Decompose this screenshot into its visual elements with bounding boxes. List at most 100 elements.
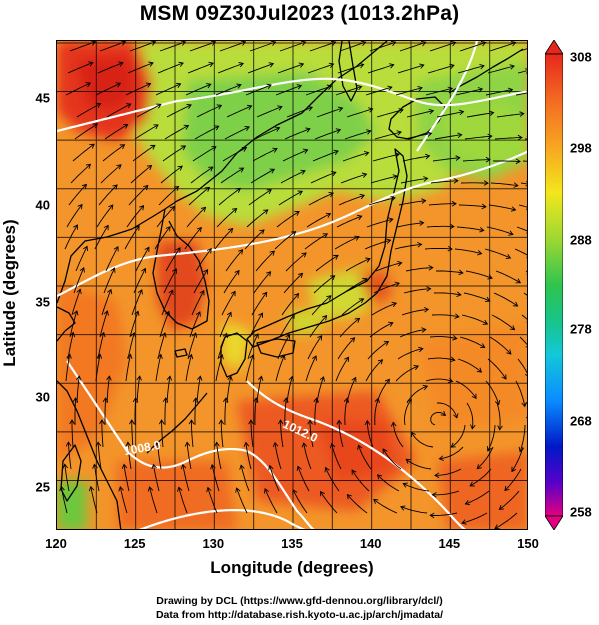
streamline (313, 275, 335, 294)
streamline-arrowhead (307, 419, 313, 425)
streamline-arrowhead (450, 41, 457, 47)
streamline-arrowhead (59, 485, 65, 492)
streamline-arrowhead (257, 375, 264, 381)
streamline (280, 170, 306, 184)
streamline-arrowhead (95, 441, 102, 447)
streamline-arrowhead (136, 375, 142, 381)
streamline (428, 203, 456, 206)
x-tick-150: 150 (517, 536, 539, 551)
streamline (372, 153, 400, 162)
streamline-arrowhead (188, 419, 195, 425)
streamline-arrowhead (85, 163, 92, 169)
streamline (344, 130, 371, 140)
streamline (132, 144, 156, 162)
isobar-contours (57, 41, 527, 529)
streamline (269, 465, 280, 492)
streamline (254, 398, 257, 426)
streamline (515, 380, 526, 407)
streamline-arrowhead (346, 493, 352, 500)
map-canvas (57, 41, 527, 529)
streamline-arrowhead (263, 487, 270, 494)
streamline-arrowhead (292, 489, 298, 495)
streamline (74, 397, 77, 425)
streamline (219, 41, 246, 52)
streamline (377, 474, 400, 492)
streamline (281, 293, 299, 316)
streamline-arrowhead (153, 124, 159, 130)
streamline (374, 398, 379, 426)
streamline (127, 332, 135, 360)
streamline-arrowhead (253, 333, 259, 339)
streamline-arrowhead (187, 353, 194, 360)
streamline-arrowhead (210, 464, 216, 470)
streamline-arrowhead (175, 82, 182, 88)
streamline (221, 291, 236, 316)
streamline (493, 160, 521, 162)
streamline (335, 356, 349, 382)
streamline-arrowhead (326, 84, 333, 90)
streamline (226, 105, 252, 118)
streamline-arrowhead (406, 398, 412, 405)
streamline-arrowhead (162, 397, 169, 403)
streamline-arrowhead (365, 257, 371, 263)
streamline-arrowhead (173, 185, 180, 191)
streamline (154, 226, 171, 250)
streamline-arrowhead (119, 144, 126, 150)
streamline-arrowhead (125, 441, 131, 447)
streamline-arrowhead (307, 105, 314, 112)
streamline-arrowhead (344, 356, 350, 362)
streamline-arrowhead (479, 63, 485, 70)
streamline (65, 82, 91, 96)
streamline (310, 171, 336, 184)
streamline-arrowhead (168, 289, 174, 295)
streamline (194, 125, 219, 140)
streamline (305, 85, 332, 96)
streamline-arrowhead (165, 226, 171, 232)
streamline (249, 41, 276, 52)
streamline (425, 378, 453, 382)
streamline-arrowhead (139, 205, 145, 211)
streamline-arrowhead (169, 205, 176, 212)
x-tick-125: 125 (123, 536, 146, 551)
streamline (411, 432, 434, 448)
streamline (465, 490, 490, 505)
streamline (159, 41, 186, 52)
streamline-arrowhead (324, 466, 330, 473)
streamline-arrowhead (301, 252, 307, 258)
streamline-arrowhead (434, 472, 440, 479)
streamline-arrowhead (238, 62, 245, 68)
streamline (178, 487, 188, 514)
streamline-arrowhead (96, 353, 103, 359)
streamline (185, 83, 211, 96)
streamline-arrowhead (244, 125, 250, 132)
streamline-arrowhead (451, 200, 457, 207)
streamline (102, 144, 125, 162)
streamline (66, 204, 83, 228)
streamline (134, 124, 159, 140)
streamline-arrowhead (283, 397, 289, 403)
streamline (133, 268, 146, 294)
streamline-arrowhead (457, 132, 463, 139)
streamline (186, 207, 206, 228)
streamline-arrowhead (376, 474, 383, 480)
streamline (125, 354, 131, 382)
streamline-arrowhead (266, 189, 272, 195)
streamline-arrowhead (270, 41, 277, 46)
streamline-arrowhead (81, 183, 88, 190)
streamline (489, 42, 516, 52)
streamline-arrowhead (82, 245, 88, 252)
streamline-arrowhead (214, 441, 220, 447)
streamline (517, 70, 527, 74)
streamline-arrowhead (76, 375, 82, 381)
streamline (426, 225, 455, 228)
map-plot-area (56, 40, 528, 530)
credit-drawing: Drawing by DCL (https://www.gfd-dennou.o… (156, 595, 443, 607)
streamline-arrowhead (476, 367, 483, 373)
streamline-arrowhead (354, 235, 360, 241)
streamline (185, 354, 192, 382)
streamline-arrowhead (206, 486, 212, 493)
streamline-arrowhead (129, 419, 135, 425)
y-tick-40: 40 (35, 197, 50, 213)
streamline-arrowhead (239, 464, 245, 470)
streamline-arrowhead (280, 354, 286, 361)
